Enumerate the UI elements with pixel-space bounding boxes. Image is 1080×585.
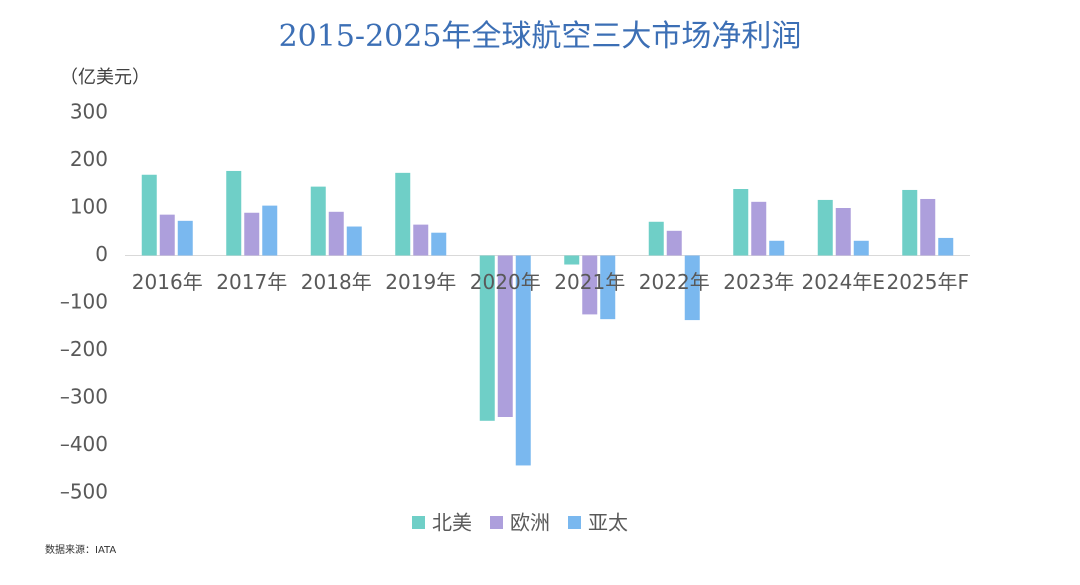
x-tick-label: 2025年F bbox=[887, 270, 969, 294]
legend-swatch bbox=[412, 516, 425, 529]
x-tick-label: 2023年 bbox=[723, 270, 794, 294]
y-tick-label: 100 bbox=[70, 195, 108, 219]
bar bbox=[769, 240, 785, 256]
bar bbox=[733, 189, 749, 256]
bar bbox=[817, 199, 833, 256]
x-tick-label: 2021年 bbox=[554, 270, 625, 294]
bar bbox=[346, 226, 362, 256]
bar bbox=[479, 255, 495, 421]
bar bbox=[413, 224, 429, 256]
bar bbox=[902, 189, 918, 256]
y-tick-label: 200 bbox=[70, 147, 108, 171]
x-tick-label: 2024年E bbox=[801, 270, 885, 294]
bar bbox=[310, 186, 326, 256]
bar bbox=[582, 255, 598, 315]
bar bbox=[684, 255, 700, 321]
source-note: 数据来源：IATA bbox=[45, 543, 116, 556]
bar bbox=[159, 214, 175, 256]
y-tick-label: 0 bbox=[95, 242, 108, 266]
bar bbox=[244, 212, 260, 256]
y-tick-label: 300 bbox=[70, 100, 108, 124]
y-unit: （亿美元） bbox=[60, 67, 150, 88]
y-tick-label: –200 bbox=[60, 337, 108, 361]
y-tick-label: –400 bbox=[60, 432, 108, 456]
legend-label: 北美 bbox=[432, 511, 472, 535]
bar bbox=[177, 220, 193, 256]
bar bbox=[751, 201, 767, 256]
y-tick-label: –100 bbox=[60, 290, 108, 314]
y-tick-label: –500 bbox=[60, 480, 108, 504]
bar bbox=[938, 237, 954, 256]
bar bbox=[835, 208, 851, 256]
bar bbox=[515, 255, 531, 466]
x-tick-label: 2019年 bbox=[385, 270, 456, 294]
bar bbox=[920, 198, 936, 256]
x-tick-label: 2018年 bbox=[301, 270, 372, 294]
x-tick-label: 2022年 bbox=[639, 270, 710, 294]
bar bbox=[262, 205, 278, 256]
x-tick-label: 2016年 bbox=[132, 270, 203, 294]
bar bbox=[600, 255, 616, 320]
bar bbox=[648, 221, 664, 256]
x-tick-label: 2020年 bbox=[470, 270, 541, 294]
bar bbox=[395, 172, 411, 256]
bar bbox=[141, 174, 157, 256]
legend-label: 欧洲 bbox=[510, 511, 550, 535]
bar bbox=[328, 211, 344, 256]
bar bbox=[497, 255, 513, 417]
bar bbox=[853, 240, 869, 256]
bar bbox=[564, 255, 580, 265]
bar bbox=[226, 170, 242, 256]
legend-swatch bbox=[568, 516, 581, 529]
legend-label: 亚太 bbox=[588, 511, 628, 535]
bar bbox=[431, 232, 447, 256]
x-tick-label: 2017年 bbox=[216, 270, 287, 294]
chart-title: 2015-2025年全球航空三大市场净利润 bbox=[279, 19, 802, 54]
bar bbox=[666, 230, 682, 256]
y-tick-label: –300 bbox=[60, 385, 108, 409]
legend-swatch bbox=[490, 516, 503, 529]
